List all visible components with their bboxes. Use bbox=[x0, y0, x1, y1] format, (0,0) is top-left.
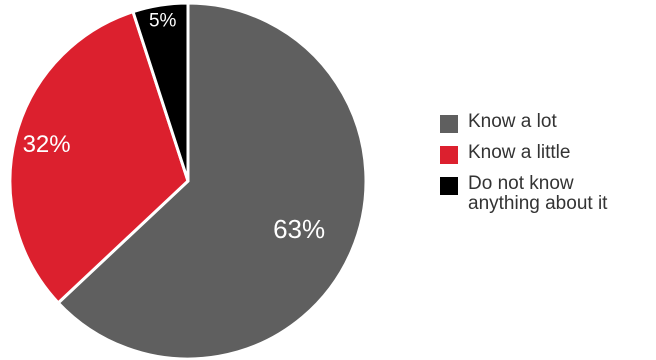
legend-label: Know a lot bbox=[468, 111, 557, 132]
legend-item-know-a-lot: Know a lot bbox=[440, 112, 652, 133]
pie-slice-know-a-little bbox=[8, 10, 190, 305]
pie-slice-do-not-know bbox=[131, 1, 190, 183]
legend-item-do-not-know: Do not know anything about it bbox=[440, 174, 652, 214]
slice-value-label: 5% bbox=[149, 11, 177, 32]
legend-swatch bbox=[440, 146, 458, 164]
legend-swatch bbox=[440, 177, 458, 195]
legend-item-know-a-little: Know a little bbox=[440, 143, 652, 164]
slice-value-label: 63% bbox=[273, 214, 325, 244]
slice-value-label: 32% bbox=[23, 131, 71, 158]
pie-slice-know-a-lot bbox=[56, 1, 368, 360]
legend-swatch bbox=[440, 115, 458, 133]
legend-label: Do not know anything about it bbox=[468, 173, 608, 214]
chart-legend: Know a lot Know a little Do not know any… bbox=[440, 112, 652, 224]
legend-label: Know a little bbox=[468, 142, 571, 163]
